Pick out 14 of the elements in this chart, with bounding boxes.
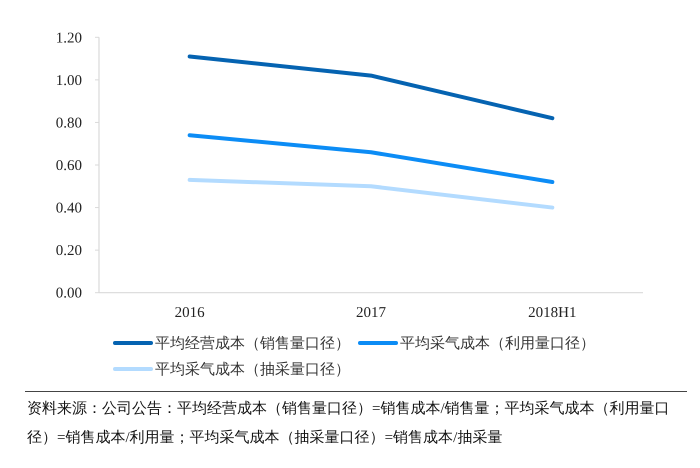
y-tick-label: 1.20 [56, 30, 82, 46]
x-tick-label: 2016 [174, 305, 206, 321]
x-tick-label: 2017 [356, 305, 386, 321]
legend-label: 平均经营成本（销售量口径） [155, 334, 350, 352]
y-tick-label: 1.00 [56, 72, 82, 89]
y-tick-label: 0.40 [56, 200, 82, 217]
y-tick-label: 0.60 [56, 158, 82, 174]
x-tick-label: 2018H1 [528, 305, 577, 321]
legend-label: 平均采气成本（利用量口径） [400, 334, 595, 352]
y-tick-label: 0.00 [56, 286, 82, 302]
y-tick-label: 0.20 [56, 243, 82, 260]
text: 资料来源：公司公告：平均经营成本（销售量口径）=销售成本/销售量；平均采气成本（利用量口径）=销售成本/利用量；平均采气成本（抽采量口径）=销售成本/抽采量 [27, 400, 671, 448]
y-tick-label: 0.80 [56, 115, 82, 132]
legend-label: 平均采气成本（抽采量口径） [155, 360, 350, 378]
